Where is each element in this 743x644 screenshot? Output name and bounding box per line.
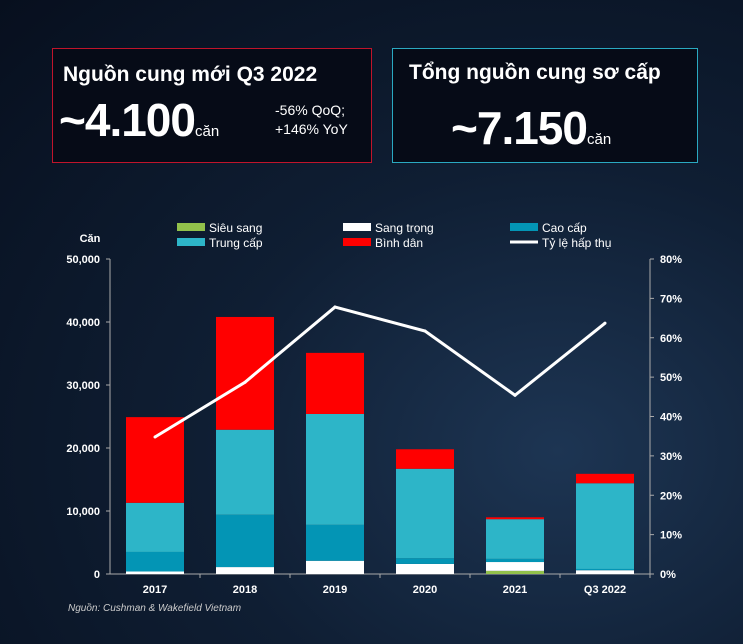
bar-segment-trung-cấp bbox=[576, 483, 634, 569]
y-tick-label: 30,000 bbox=[66, 380, 100, 392]
x-tick-label: 2020 bbox=[413, 584, 437, 596]
y-tick-label: 10,000 bbox=[66, 506, 100, 518]
legend-label: Siêu sang bbox=[209, 221, 262, 235]
card-title: Nguồn cung mới Q3 2022 bbox=[63, 63, 318, 86]
bar-segment-cao-cấp bbox=[306, 524, 364, 561]
bar-segment-bình-dân bbox=[216, 316, 274, 430]
unit-text: căn bbox=[586, 131, 612, 148]
absorption-rate-line bbox=[154, 305, 606, 439]
y2-tick-label: 30% bbox=[660, 451, 682, 463]
y2-tick-label: 50% bbox=[660, 372, 682, 384]
value-text: ~7.150 bbox=[451, 102, 588, 154]
bar-segment-cao-cấp bbox=[126, 551, 184, 572]
legend-swatch bbox=[510, 223, 538, 231]
bar-segment-cao-cấp bbox=[576, 568, 634, 571]
y-tick-label: 20,000 bbox=[66, 443, 100, 455]
bar-segment-sang-trọng bbox=[486, 562, 544, 571]
x-tick-label: Q3 2022 bbox=[584, 584, 626, 596]
bar-segment-siêu-sang bbox=[486, 570, 544, 574]
bar-segment-trung-cấp bbox=[486, 519, 544, 559]
legend-swatch bbox=[343, 238, 371, 246]
legend-label: Bình dân bbox=[375, 236, 423, 250]
bar-segment-bình-dân bbox=[306, 352, 364, 414]
change-note: -56% QoQ; +146% YoY bbox=[275, 101, 348, 139]
bar-segment-trung-cấp bbox=[396, 468, 454, 559]
y2-tick-label: 40% bbox=[660, 412, 682, 424]
unit-text: căn bbox=[194, 123, 220, 140]
bar-segment-sang-trọng bbox=[126, 571, 184, 574]
bar-segment-sang-trọng bbox=[396, 563, 454, 574]
legend-swatch bbox=[177, 223, 205, 231]
y-tick-label: 50,000 bbox=[66, 254, 100, 266]
y-axis-title: Căn bbox=[80, 233, 101, 245]
bar-segment-trung-cấp bbox=[306, 413, 364, 525]
x-tick-label: 2021 bbox=[503, 584, 527, 596]
y2-tick-label: 70% bbox=[660, 293, 682, 305]
total-supply-card: Tổng nguồn cung sơ cấp ~7.150căn bbox=[392, 48, 698, 163]
bar-segment-cao-cấp bbox=[216, 514, 274, 568]
x-tick-label: 2017 bbox=[143, 584, 167, 596]
bar-segment-cao-cấp bbox=[396, 558, 454, 564]
legend-label: Cao cấp bbox=[542, 221, 587, 235]
bar-segment-sang-trọng bbox=[576, 570, 634, 574]
qoq-text: -56% QoQ; bbox=[275, 102, 346, 118]
y2-tick-label: 0% bbox=[660, 569, 676, 581]
y-tick-label: 0 bbox=[94, 569, 100, 581]
bar-segment-bình-dân bbox=[126, 417, 184, 503]
x-tick-label: 2018 bbox=[233, 584, 257, 596]
card-value: ~4.100căn bbox=[59, 93, 219, 147]
legend-swatch bbox=[343, 223, 371, 231]
card-title: Tổng nguồn cung sơ cấp bbox=[409, 61, 661, 84]
y-tick-label: 40,000 bbox=[66, 317, 100, 329]
bar-segment-bình-dân bbox=[396, 449, 454, 469]
line-point bbox=[513, 393, 517, 397]
line-point bbox=[243, 380, 247, 384]
bar-segment-sang-trọng bbox=[306, 560, 364, 574]
bar-segment-bình-dân bbox=[486, 517, 544, 520]
card-value: ~7.150căn bbox=[451, 101, 611, 155]
new-supply-card: Nguồn cung mới Q3 2022 ~4.100căn -56% Qo… bbox=[52, 48, 372, 163]
bar-segment-sang-trọng bbox=[216, 567, 274, 574]
y2-tick-label: 60% bbox=[660, 333, 682, 345]
y2-tick-label: 80% bbox=[660, 254, 682, 266]
value-text: ~4.100 bbox=[59, 94, 196, 146]
y2-tick-label: 10% bbox=[660, 530, 682, 542]
line-point bbox=[603, 321, 607, 325]
line-point bbox=[333, 305, 337, 309]
legend-swatch bbox=[177, 238, 205, 246]
source-note: Nguồn: Cushman & Wakefield Vietnam bbox=[68, 603, 242, 614]
line-point bbox=[423, 329, 427, 333]
y2-tick-label: 20% bbox=[660, 490, 682, 502]
line-point bbox=[153, 435, 157, 439]
legend-label: Sang trọng bbox=[375, 221, 434, 235]
bar-segment-trung-cấp bbox=[126, 502, 184, 552]
x-tick-label: 2019 bbox=[323, 584, 347, 596]
bar-segment-cao-cấp bbox=[486, 558, 544, 563]
bar-segment-bình-dân bbox=[576, 473, 634, 484]
bar-segment-trung-cấp bbox=[216, 429, 274, 515]
legend-label: Tỷ lệ hấp thụ bbox=[542, 236, 611, 250]
yoy-text: +146% YoY bbox=[275, 121, 348, 137]
legend-label: Trung cấp bbox=[209, 236, 263, 250]
